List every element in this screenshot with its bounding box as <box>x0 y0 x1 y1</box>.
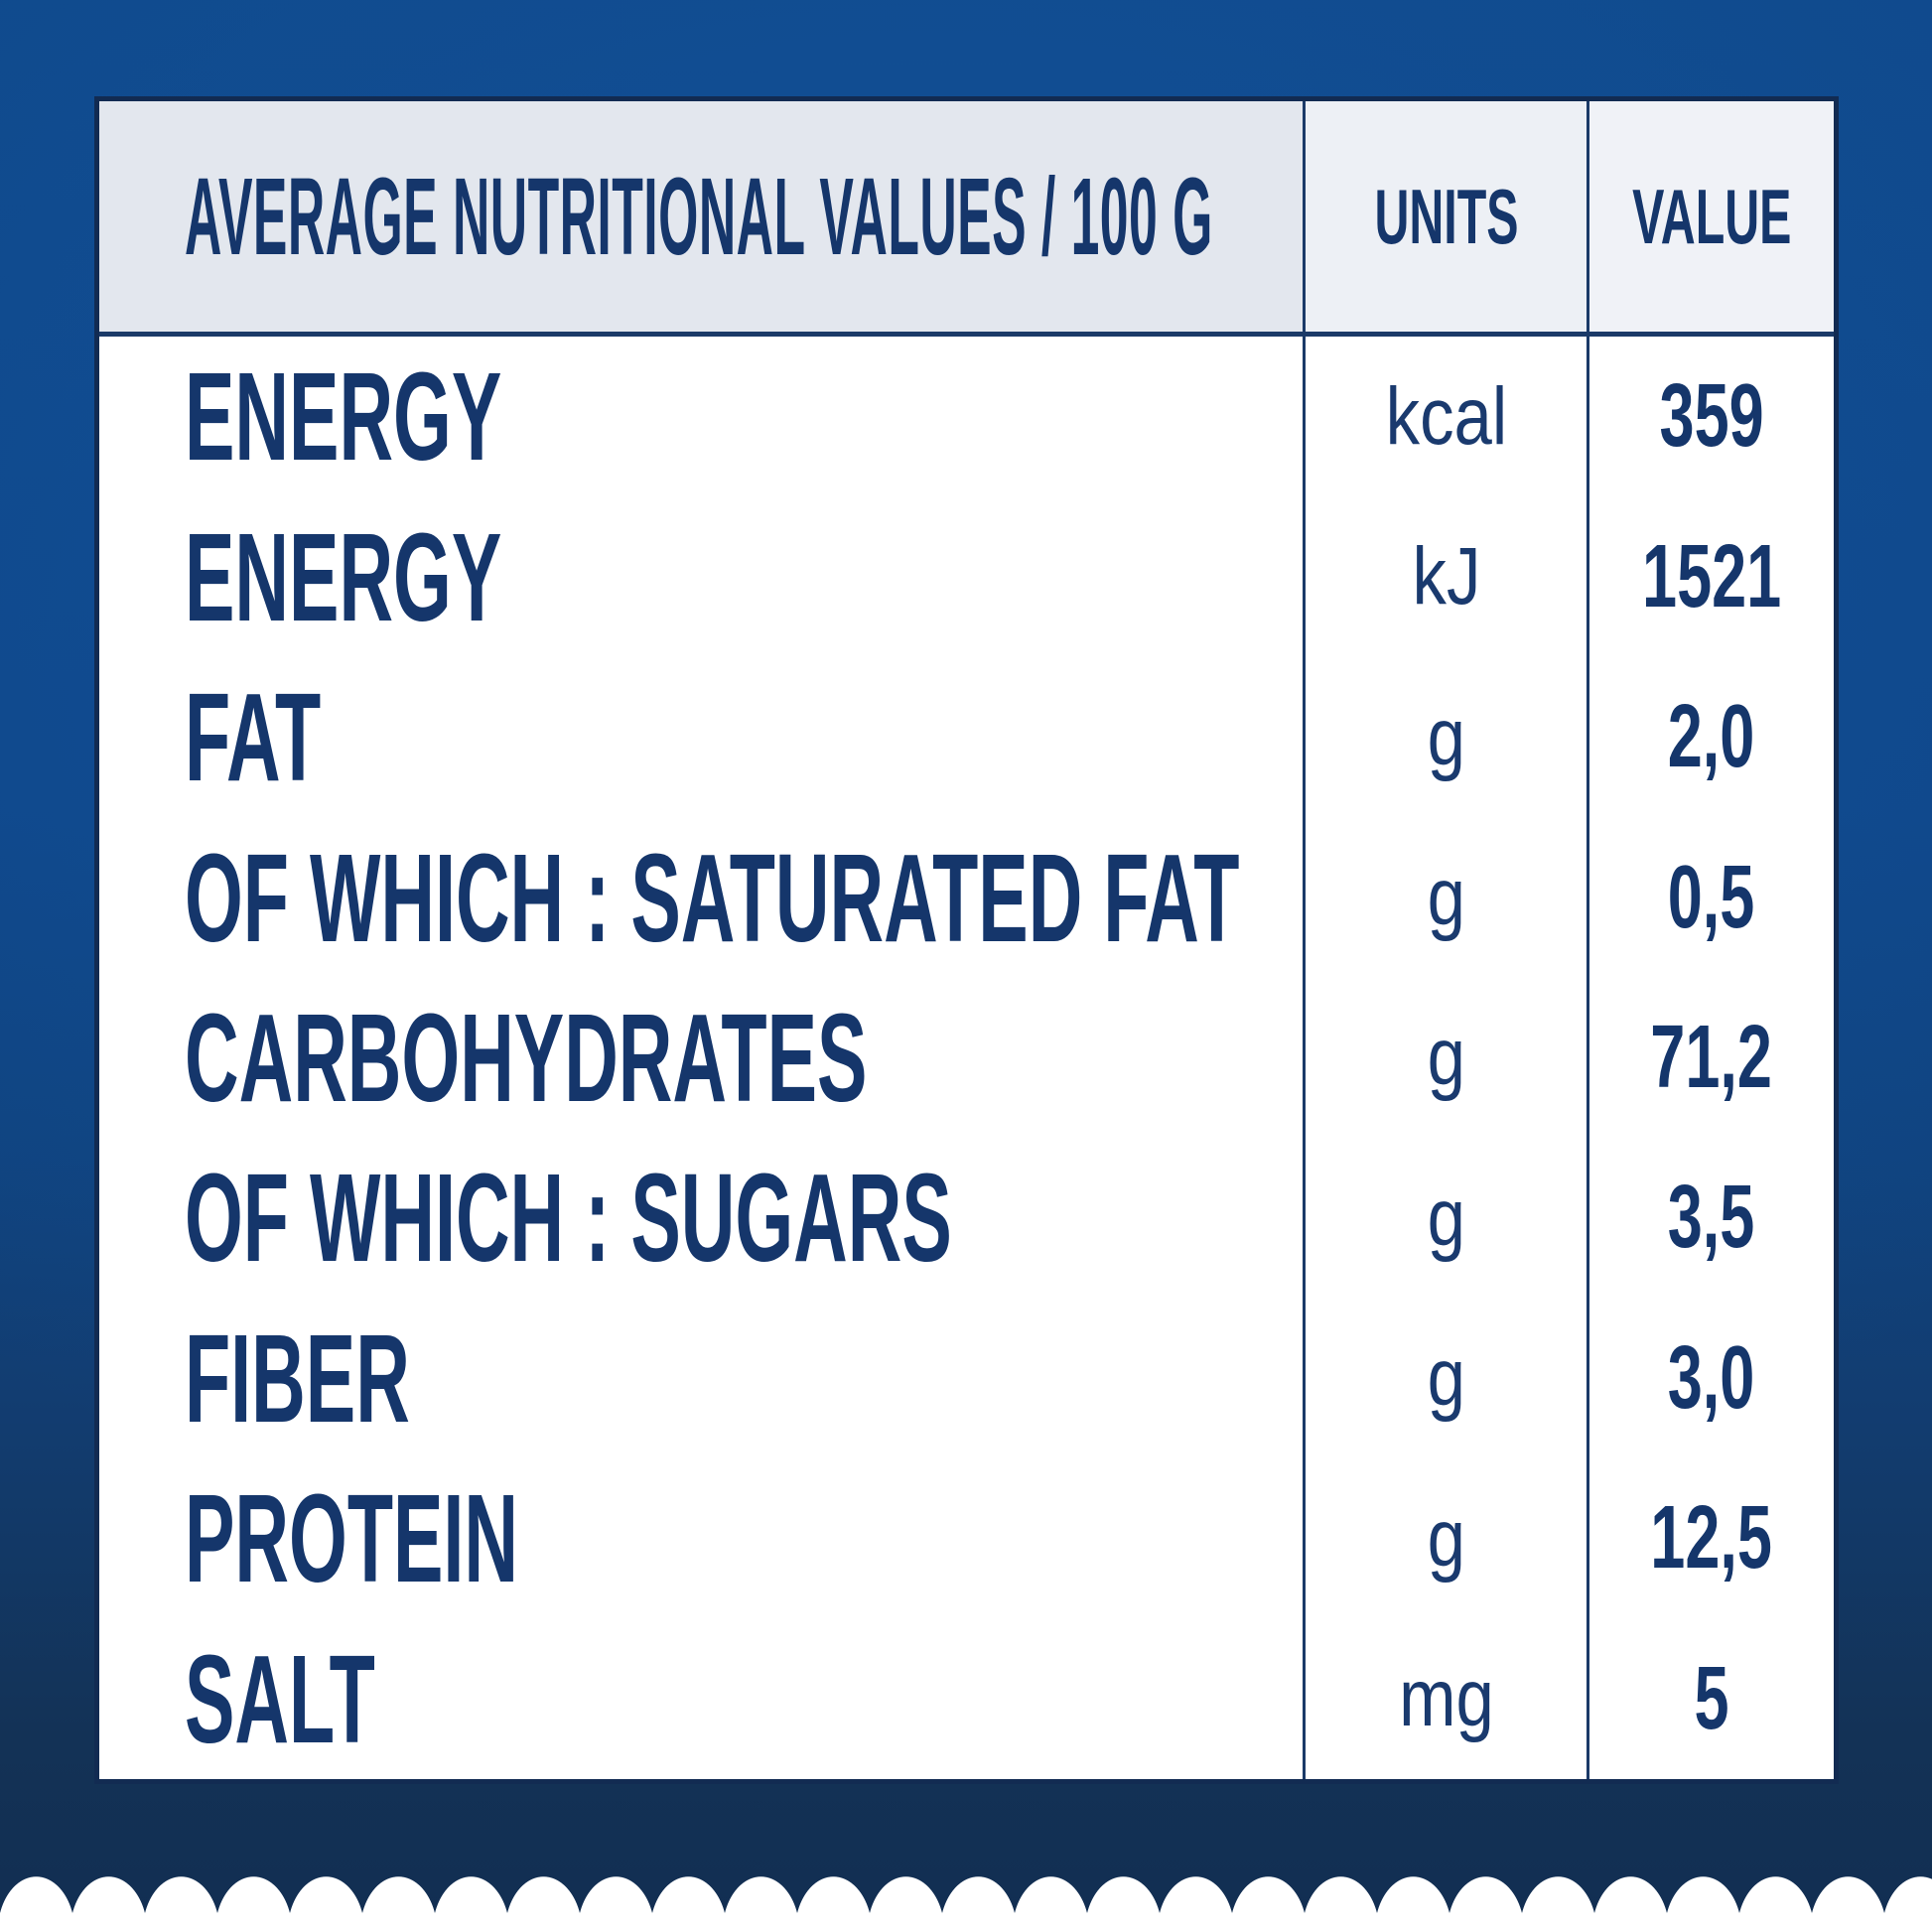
table-row-energy-kcal: ENERGY kcal 359 <box>99 337 1834 497</box>
table-row-energy-kj: ENERGY kJ 1521 <box>99 496 1834 657</box>
row-label: FIBER <box>185 1308 410 1449</box>
row-unit: g <box>1427 1172 1465 1263</box>
row-label: ENERGY <box>185 346 502 487</box>
table-row-salt: SALT mg 5 <box>99 1618 1834 1779</box>
row-value: 3,0 <box>1668 1327 1755 1428</box>
nutrition-table: AVERAGE NUTRITIONAL VALUES / 100 G UNITS… <box>94 96 1839 1784</box>
table-row-carbohydrates: CARBOHYDRATES g 71,2 <box>99 977 1834 1139</box>
row-label: FAT <box>185 667 322 808</box>
table-title: AVERAGE NUTRITIONAL VALUES / 100 G <box>185 155 1213 278</box>
row-label: OF WHICH : SATURATED FAT <box>185 827 1240 968</box>
units-column-header: UNITS <box>1373 172 1519 260</box>
row-unit: g <box>1427 852 1465 943</box>
row-unit: g <box>1427 1492 1465 1584</box>
row-value: 3,5 <box>1668 1168 1755 1268</box>
value-column-header: VALUE <box>1631 172 1792 260</box>
header-cell-value: VALUE <box>1587 101 1834 332</box>
row-value: 2,0 <box>1668 687 1755 787</box>
row-value: 71,2 <box>1650 1007 1773 1107</box>
row-unit: g <box>1427 691 1465 782</box>
row-unit: g <box>1427 1332 1465 1424</box>
row-label: OF WHICH : SUGARS <box>185 1148 952 1289</box>
table-row-saturated-fat: OF WHICH : SATURATED FAT g 0,5 <box>99 817 1834 978</box>
row-label: ENERGY <box>185 506 502 647</box>
table-header-row: AVERAGE NUTRITIONAL VALUES / 100 G UNITS… <box>99 101 1834 337</box>
row-unit: g <box>1427 1012 1465 1103</box>
row-value: 359 <box>1659 366 1764 467</box>
header-cell-units: UNITS <box>1303 101 1587 332</box>
table-row-protein: PROTEIN g 12,5 <box>99 1458 1834 1619</box>
row-unit: kJ <box>1412 531 1480 622</box>
row-label: CARBOHYDRATES <box>185 987 868 1128</box>
row-unit: mg <box>1398 1653 1494 1744</box>
table-row-fiber: FIBER g 3,0 <box>99 1298 1834 1459</box>
row-label: SALT <box>185 1628 375 1769</box>
table-row-sugars: OF WHICH : SUGARS g 3,5 <box>99 1138 1834 1299</box>
row-value: 1521 <box>1641 526 1782 626</box>
row-value: 12,5 <box>1650 1488 1773 1588</box>
row-value: 5 <box>1694 1648 1729 1748</box>
table-body: ENERGY kcal 359 ENERGY kJ 1521 FAT g 2,0… <box>99 337 1834 1779</box>
header-cell-title: AVERAGE NUTRITIONAL VALUES / 100 G <box>99 101 1303 332</box>
scalloped-package-edge <box>0 1863 1932 1932</box>
row-unit: kcal <box>1385 370 1507 462</box>
table-row-fat: FAT g 2,0 <box>99 656 1834 818</box>
row-label: PROTEIN <box>185 1468 519 1609</box>
row-value: 0,5 <box>1668 847 1755 947</box>
